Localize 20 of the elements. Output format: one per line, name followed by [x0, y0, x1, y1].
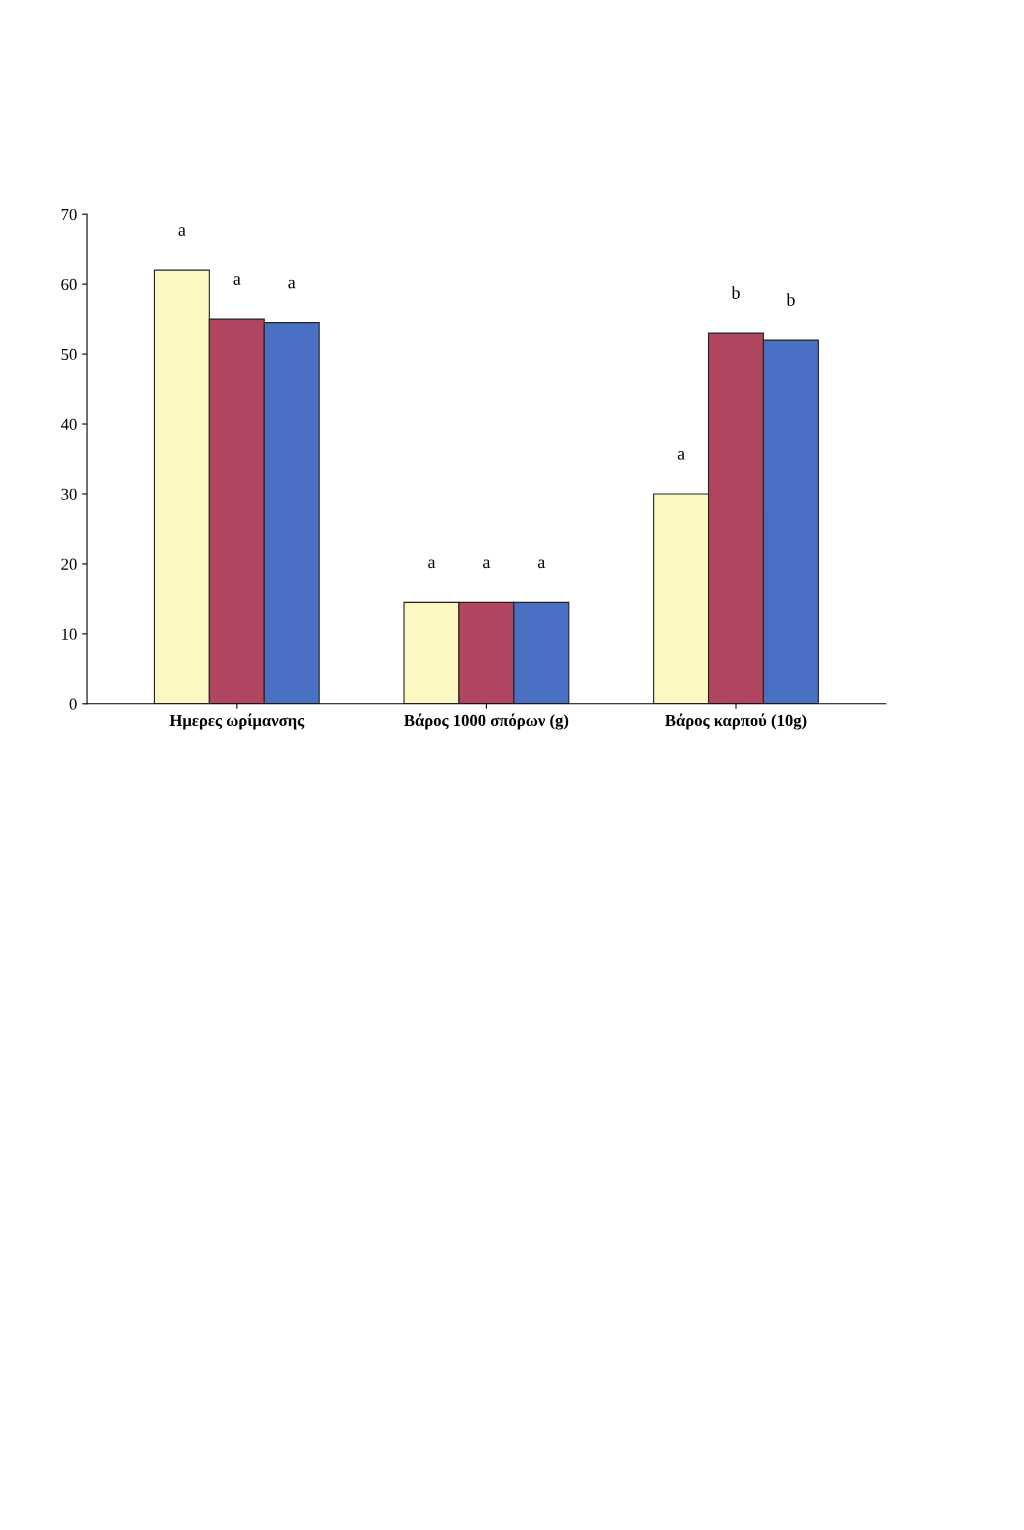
- x-tick-label: Ημερες ωρίμανσης: [169, 713, 305, 730]
- data-label: a: [288, 279, 296, 289]
- data-label: a: [537, 559, 546, 569]
- y-tick-label: 70: [61, 208, 77, 221]
- y-tick-label: 40: [60, 418, 77, 430]
- y-tick-label: 30: [61, 488, 77, 500]
- data-label: a: [233, 276, 241, 285]
- data-label: b: [786, 293, 795, 306]
- data-label: a: [483, 559, 491, 569]
- data-label: a: [677, 451, 685, 460]
- y-tick-label: 10: [62, 628, 77, 640]
- data-label: b: [731, 286, 740, 299]
- y-tick-label: 20: [61, 558, 77, 570]
- y-tick-label: 60: [61, 278, 77, 291]
- data-label: a: [178, 227, 186, 236]
- y-tick-label: 50: [61, 348, 77, 361]
- x-tick-label: Βάρος 1000 σπόρων (g): [404, 713, 569, 730]
- y-tick-label: 0: [69, 698, 77, 710]
- data-label: a: [428, 559, 436, 569]
- x-tick-label: Βάρος καρπού (10g): [665, 713, 807, 730]
